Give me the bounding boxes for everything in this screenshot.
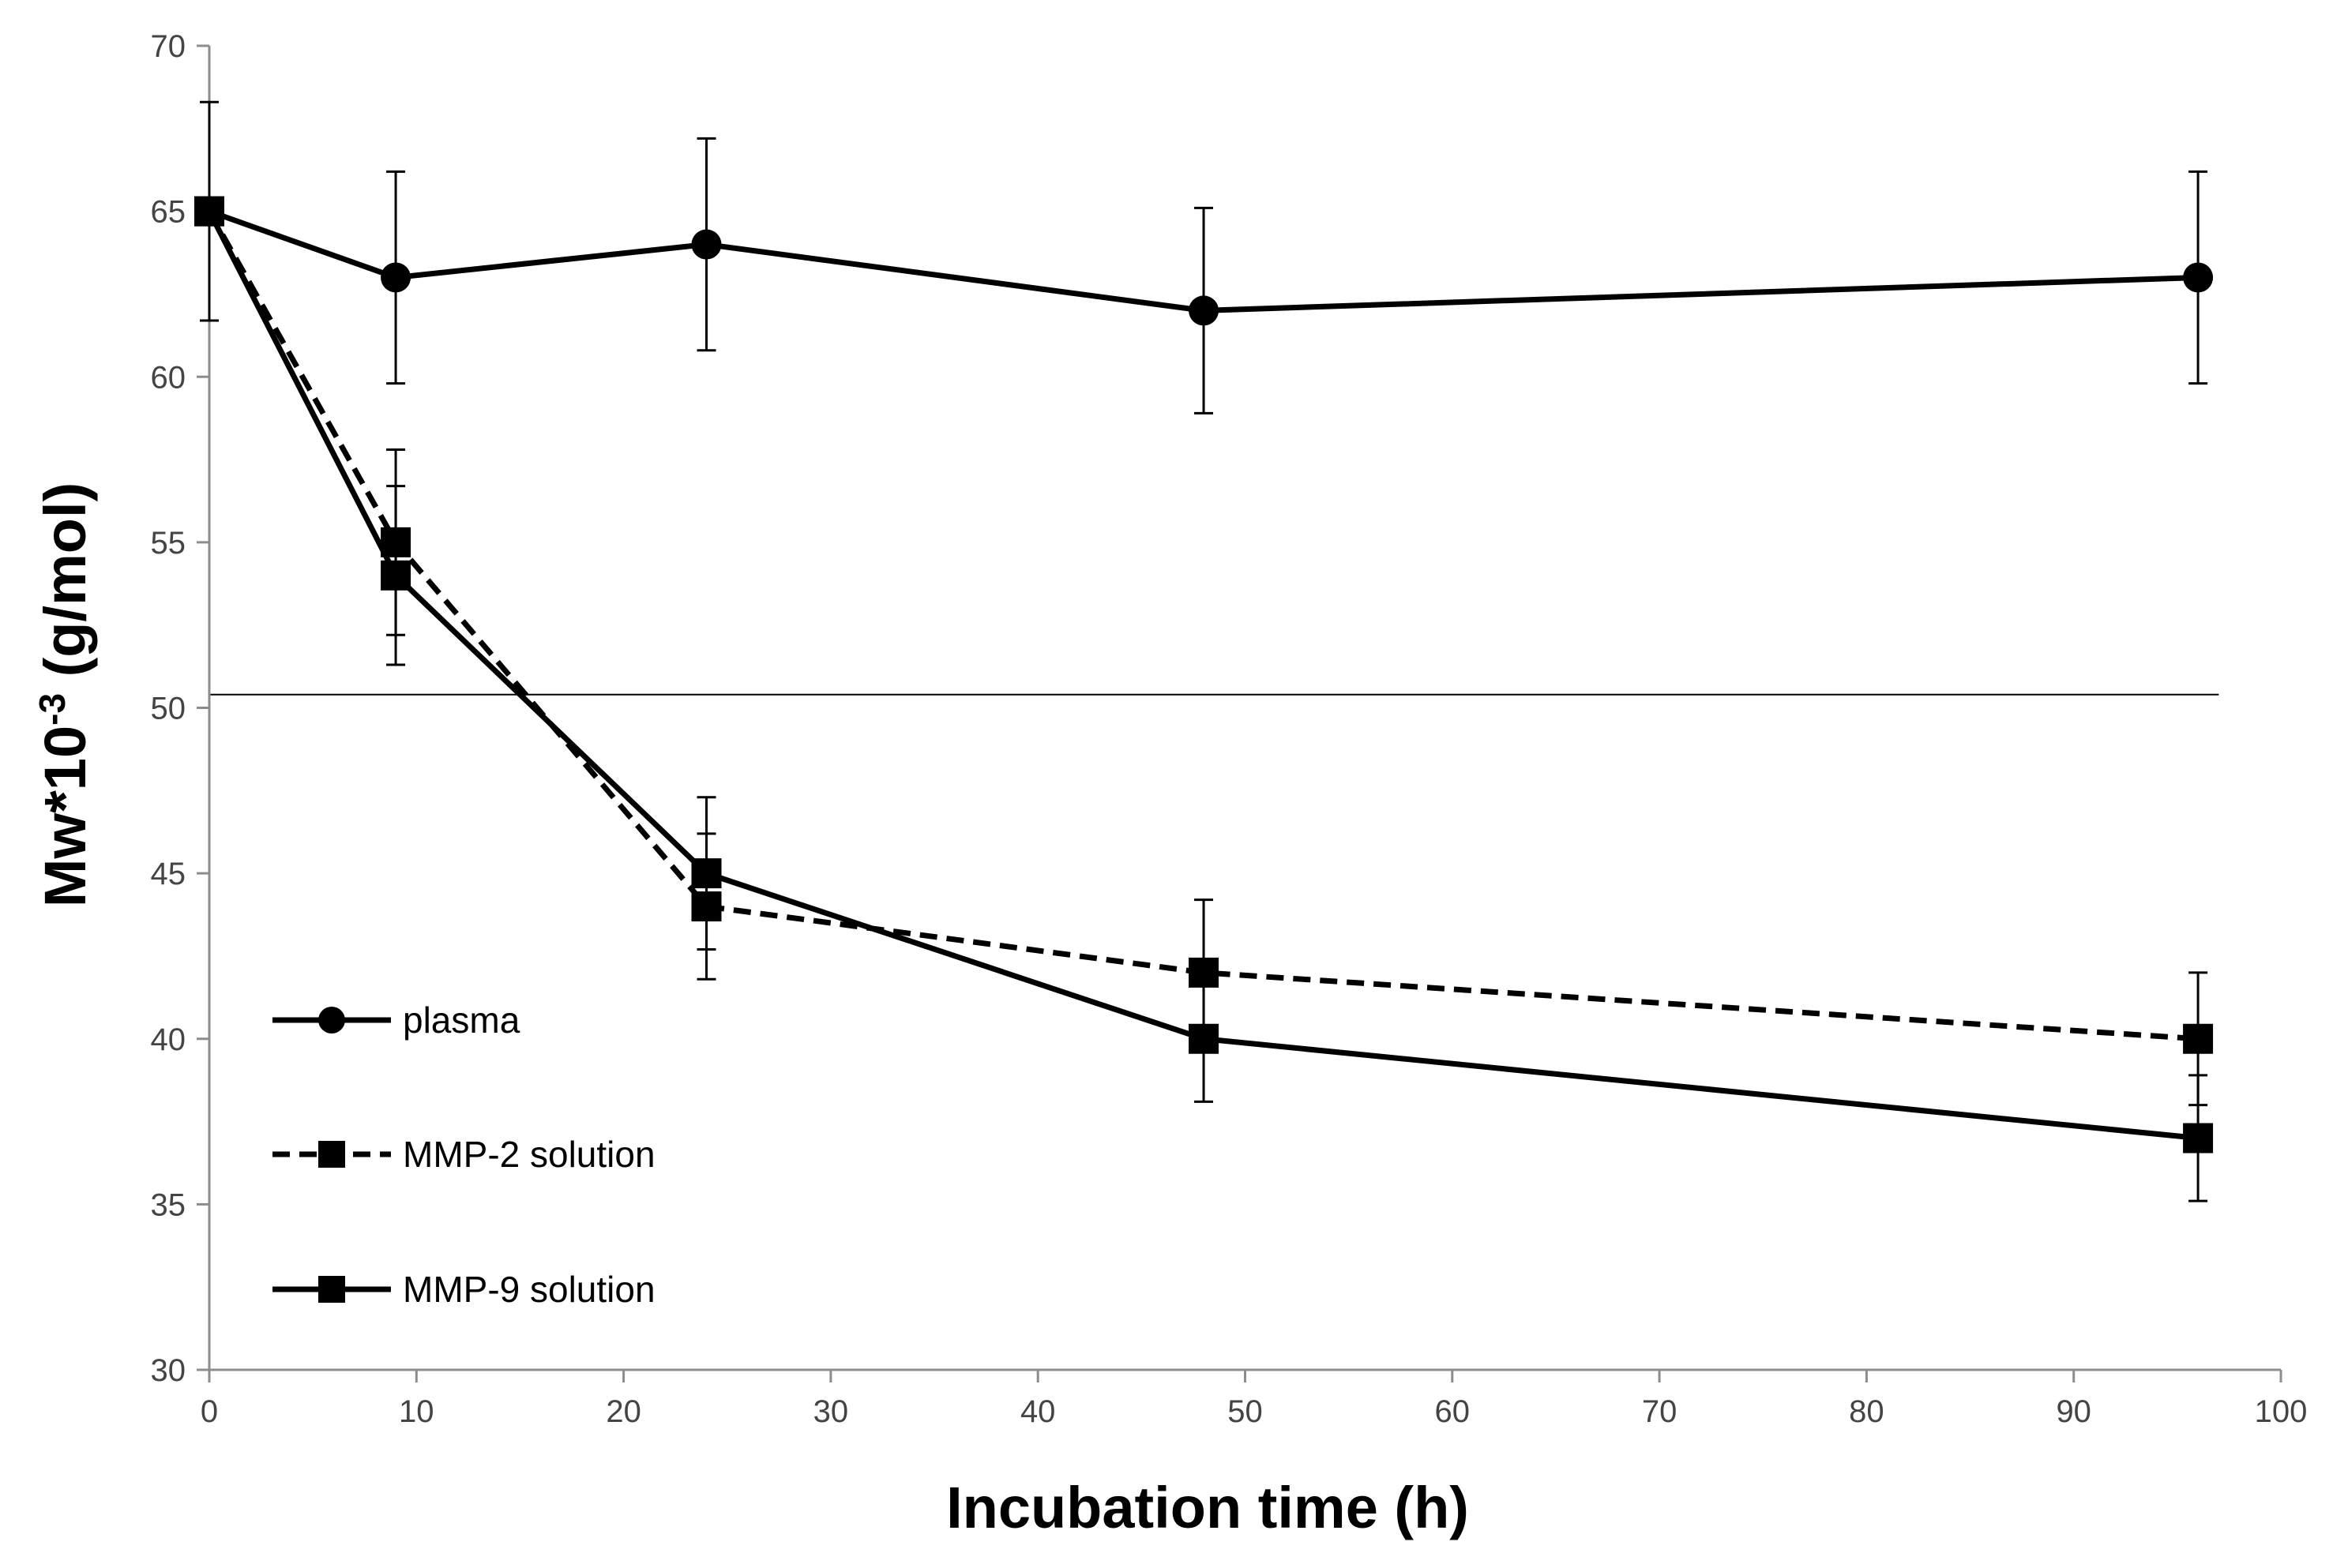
x-tick-label: 60 bbox=[1435, 1394, 1471, 1429]
legend-item: MMP-9 solution bbox=[272, 1269, 656, 1310]
data-point bbox=[1189, 295, 1219, 326]
x-axis-title: Incubation time (h) bbox=[946, 1475, 1469, 1540]
y-axis-title-units: (g/mol) bbox=[32, 482, 98, 693]
x-tick-label: 90 bbox=[2056, 1394, 2091, 1429]
y-tick-label: 40 bbox=[151, 1022, 186, 1057]
axes: 30 35 40 45 50 55 60 65 70 0 10 20 30 40 50 60 70 80 90 100 bbox=[151, 29, 2308, 1429]
x-tick-label: 20 bbox=[606, 1394, 641, 1429]
series-plasma bbox=[194, 100, 2214, 415]
data-point bbox=[194, 196, 224, 227]
x-tick-label: 100 bbox=[2255, 1394, 2308, 1429]
y-tick-label: 70 bbox=[151, 29, 186, 64]
x-tick-label: 10 bbox=[399, 1394, 434, 1429]
data-point bbox=[691, 229, 722, 260]
x-tick-label: 80 bbox=[1849, 1394, 1884, 1429]
y-tick-label: 35 bbox=[151, 1187, 186, 1222]
y-axis-title-superscript: -3 bbox=[32, 693, 73, 726]
x-tick-label: 50 bbox=[1227, 1394, 1263, 1429]
y-axis-title-base: Mw*10 bbox=[32, 726, 98, 907]
y-tick-label: 30 bbox=[151, 1353, 186, 1388]
series-line bbox=[206, 209, 2199, 1042]
legend-item: MMP-2 solution bbox=[272, 1134, 656, 1175]
data-point bbox=[2183, 1123, 2214, 1153]
data-point bbox=[691, 891, 722, 922]
x-tick-label: 40 bbox=[1020, 1394, 1056, 1429]
y-tick-label: 65 bbox=[151, 195, 186, 230]
data-point bbox=[381, 527, 411, 557]
x-tick-label: 70 bbox=[1642, 1394, 1677, 1429]
legend-label: MMP-2 solution bbox=[403, 1134, 656, 1175]
y-tick-label: 55 bbox=[151, 526, 186, 561]
legend-marker bbox=[318, 1007, 345, 1033]
y-tick-label: 50 bbox=[151, 692, 186, 726]
y-axis-title: Mw*10-3 (g/mol) bbox=[32, 482, 98, 907]
data-point bbox=[381, 262, 411, 293]
data-point bbox=[1189, 957, 1219, 988]
y-tick-label: 60 bbox=[151, 360, 186, 395]
data-point bbox=[2183, 262, 2214, 293]
y-tick-label: 45 bbox=[151, 857, 186, 891]
legend-label: MMP-9 solution bbox=[403, 1269, 656, 1310]
legend-marker bbox=[318, 1276, 345, 1303]
plot-area bbox=[194, 100, 2214, 1202]
series-mmp-2-solution bbox=[194, 196, 2214, 1107]
x-tick-label: 30 bbox=[813, 1394, 849, 1429]
x-tick-label: 0 bbox=[201, 1394, 218, 1429]
legend-label: plasma bbox=[403, 1000, 520, 1041]
legend-item: plasma bbox=[272, 1000, 520, 1041]
legend: plasma MMP-2 solution MMP-9 solution bbox=[272, 1000, 656, 1310]
data-point bbox=[2183, 1023, 2214, 1054]
legend-marker bbox=[318, 1141, 345, 1168]
